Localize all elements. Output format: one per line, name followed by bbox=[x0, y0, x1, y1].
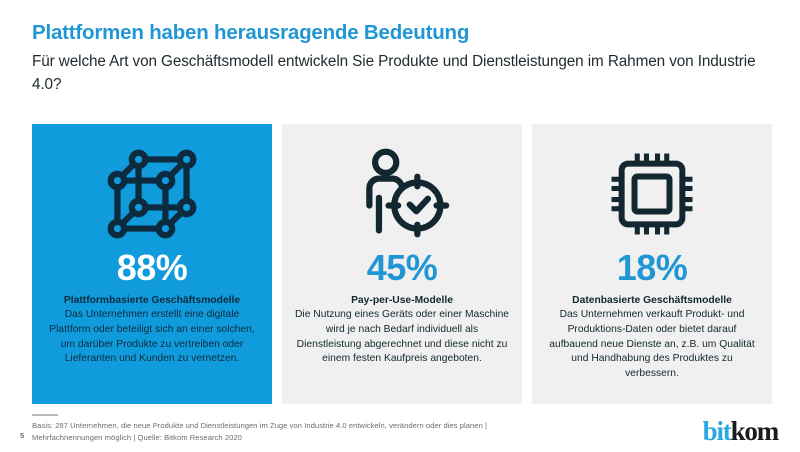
stat-card-heading: Pay-per-Use-Modelle bbox=[351, 295, 453, 306]
bitkom-logo: bitkom bbox=[702, 416, 780, 446]
page-title: Plattformen haben herausragende Bedeutun… bbox=[32, 21, 470, 44]
network-cube-icon bbox=[104, 140, 200, 248]
slide-footer: 5 Basis: 287 Unternehmen, die neue Produ… bbox=[0, 412, 800, 452]
footer-note-line-1: Basis: 287 Unternehmen, die neue Produkt… bbox=[32, 421, 488, 430]
logo-text-bit: bit bbox=[702, 416, 732, 446]
stat-card-datenbasierte: 18% Datenbasierte Geschäftsmodelle Das U… bbox=[532, 124, 772, 404]
microchip-icon bbox=[606, 140, 698, 248]
page-number: 5 bbox=[20, 431, 25, 440]
stat-card-body: Das Unternehmen erstellt eine digitale P… bbox=[49, 309, 255, 365]
stat-card-heading: Datenbasierte Geschäftsmodelle bbox=[572, 295, 732, 306]
stat-card-body: Das Unternehmen verkauft Produkt- und Pr… bbox=[549, 309, 755, 379]
stat-card-body: Die Nutzung eines Geräts oder einer Masc… bbox=[294, 309, 510, 365]
stat-card-row: 88% Plattformbasierte Geschäftsmodelle D… bbox=[32, 124, 772, 404]
stat-percent: 88% bbox=[116, 247, 188, 288]
stat-card-plattformbasierte: 88% Plattformbasierte Geschäftsmodelle D… bbox=[32, 124, 272, 404]
stat-percent: 45% bbox=[366, 247, 438, 288]
slide-header: Plattformen haben herausragende Bedeutun… bbox=[32, 20, 772, 97]
person-clock-icon bbox=[354, 140, 450, 248]
stat-percent: 18% bbox=[616, 247, 688, 288]
page-subtitle: Für welche Art von Geschäftsmodell entwi… bbox=[32, 52, 756, 94]
footer-source-note: Basis: 287 Unternehmen, die neue Produkt… bbox=[32, 420, 632, 445]
logo-text-kom: kom bbox=[730, 416, 780, 446]
stat-card-pay-per-use: 45% Pay-per-Use-Modelle Die Nutzung eine… bbox=[282, 124, 522, 404]
stat-card-heading: Plattformbasierte Geschäftsmodelle bbox=[63, 295, 241, 306]
footer-note-line-2: Mehrfachnennungen möglich | Quelle: Bitk… bbox=[32, 433, 242, 443]
footer-divider bbox=[32, 414, 58, 416]
